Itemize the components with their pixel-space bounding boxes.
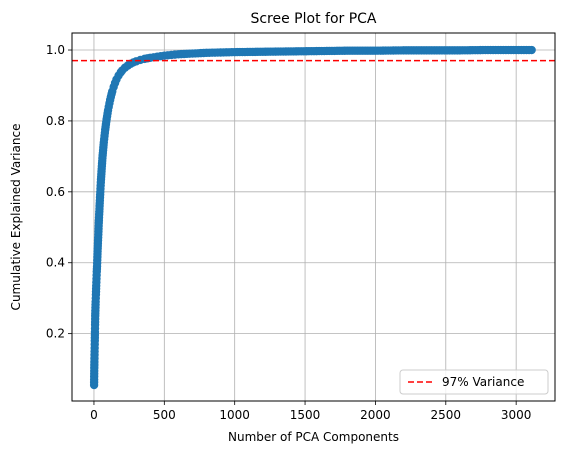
x-tick-label: 2500 xyxy=(431,408,462,422)
data-point xyxy=(90,330,100,340)
legend-entry-threshold: 97% Variance xyxy=(442,375,524,389)
x-tick-label: 3000 xyxy=(501,408,532,422)
data-point xyxy=(90,360,99,370)
data-point xyxy=(156,52,166,61)
axis-ticks: 0 500 1000 1500 2000 2500 3000 0.2 0.4 0.6 0.8 1.0 xyxy=(46,43,532,422)
y-tick-label: 1.0 xyxy=(46,43,65,57)
data-point xyxy=(90,347,99,356)
data-points xyxy=(89,45,536,390)
data-point xyxy=(91,300,100,309)
data-point xyxy=(149,53,158,62)
x-axis-label: Number of PCA Components xyxy=(228,430,399,444)
data-point xyxy=(163,51,173,60)
data-point xyxy=(91,284,101,293)
data-point xyxy=(95,190,105,199)
y-tick-label: 0.4 xyxy=(46,256,65,270)
data-point xyxy=(90,369,99,378)
legend-box xyxy=(399,369,549,395)
data-point xyxy=(90,354,99,363)
x-tick-label: 1500 xyxy=(290,408,321,422)
legend: 97% Variance xyxy=(399,369,549,395)
y-tick-label: 0.6 xyxy=(46,185,65,199)
y-tick-label: 0.2 xyxy=(46,327,65,341)
grid-lines xyxy=(72,33,555,401)
data-point xyxy=(103,109,112,118)
chart-title: Scree Plot for PCA xyxy=(250,11,376,27)
data-point xyxy=(524,45,534,55)
data-point xyxy=(170,50,180,59)
x-tick-label: 2000 xyxy=(360,408,391,422)
x-tick-label: 1000 xyxy=(219,408,250,422)
data-point xyxy=(92,270,101,280)
data-point xyxy=(92,278,101,287)
data-point xyxy=(91,293,100,303)
x-tick-label: 0 xyxy=(90,408,98,422)
plot-area-frame xyxy=(71,32,556,402)
data-point xyxy=(90,324,100,333)
y-tick-label: 0.8 xyxy=(46,114,65,128)
x-tick-label: 500 xyxy=(153,408,176,422)
data-point xyxy=(90,340,99,349)
data-point xyxy=(104,102,113,111)
data-point xyxy=(107,89,116,99)
y-axis-label: Cumulative Explained Variance xyxy=(9,124,23,311)
